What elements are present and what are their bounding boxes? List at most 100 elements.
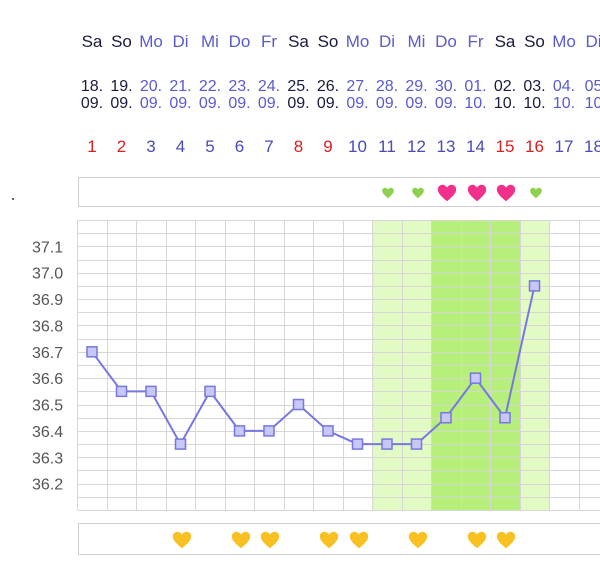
weekday-label: Di	[378, 32, 396, 51]
yellow-heart-icon	[171, 529, 193, 556]
cycle-day-label: 18	[584, 137, 600, 156]
weekday-label: Mo	[345, 32, 370, 51]
y-tick-label: 36.2	[32, 477, 63, 494]
edge-dot	[12, 198, 14, 200]
yellow-heart-icon	[407, 529, 429, 556]
date-month-label: 10.	[464, 95, 487, 112]
cervical-mucus-marker-strip	[78, 523, 600, 555]
yellow-heart-icon	[318, 529, 340, 556]
date-day-label: 26.	[316, 78, 340, 95]
y-tick-label: 37.1	[32, 239, 63, 256]
y-tick-label: 37.0	[32, 266, 63, 283]
weekday-label: Sa	[288, 32, 309, 51]
date-day-label: 29.	[405, 78, 428, 95]
weekday-label: Do	[435, 32, 457, 51]
temperature-point[interactable]	[115, 385, 128, 398]
temperature-point[interactable]	[381, 438, 393, 450]
y-tick-label: 36.4	[32, 424, 63, 441]
weekday-label: So	[317, 32, 339, 51]
date-day-label: 30.	[434, 78, 458, 95]
small-green-heart-icon	[411, 186, 425, 205]
date-month-label: 10.	[552, 95, 576, 112]
y-tick-label: 36.8	[32, 318, 63, 335]
y-tick-label: 36.5	[32, 398, 63, 415]
temperature-point[interactable]	[351, 438, 364, 450]
temperature-point[interactable]	[410, 438, 423, 450]
date-day-label: 04.	[552, 78, 576, 95]
temperature-point[interactable]	[145, 385, 157, 398]
date-month-label: 09.	[80, 95, 104, 112]
date-month-label: 10.	[493, 95, 517, 112]
cycle-day-label: 10	[348, 137, 367, 156]
small-green-heart-icon	[381, 186, 395, 205]
date-day-label: 02.	[493, 78, 517, 95]
cycle-day-label: 11	[378, 137, 396, 156]
temperature-point[interactable]	[86, 346, 98, 358]
cycle-day-label: 9	[323, 137, 333, 156]
cycle-day-label: 2	[116, 137, 127, 156]
temperature-point[interactable]	[469, 372, 482, 384]
date-month-label: 09.	[169, 95, 192, 112]
temperature-point[interactable]	[499, 411, 511, 424]
cycle-day-label: 15	[495, 137, 515, 156]
temperature-point[interactable]	[292, 398, 305, 411]
temperature-point[interactable]	[233, 425, 246, 437]
date-month-label: 10.	[523, 95, 546, 112]
temperature-point[interactable]	[440, 411, 452, 424]
weekday-label: Fr	[260, 32, 278, 51]
temperature-line	[91, 285, 536, 447]
weekday-label: Fr	[467, 32, 484, 51]
weekday-label: Sa	[81, 32, 103, 51]
date-month-label: 09.	[110, 95, 133, 112]
temperature-point[interactable]	[322, 425, 334, 437]
yellow-heart-icon	[466, 529, 488, 556]
cycle-day-label: 16	[525, 137, 544, 156]
temperature-point[interactable]	[263, 425, 275, 437]
intercourse-marker-strip	[78, 177, 600, 207]
date-day-label: 05	[584, 78, 600, 95]
date-month-label: 09.	[198, 95, 222, 112]
date-month-label: 09.	[405, 95, 428, 112]
weekday-label: Di	[172, 32, 189, 51]
date-day-label: 19.	[110, 78, 133, 95]
yellow-heart-icon	[259, 529, 281, 556]
date-month-label: 09.	[316, 95, 340, 112]
y-tick-label: 36.9	[32, 292, 63, 309]
weekday-label: Di	[585, 32, 600, 51]
temperature-point[interactable]	[174, 438, 187, 450]
yellow-heart-icon	[230, 529, 252, 556]
date-month-label: 09.	[375, 95, 399, 112]
date-month-label: 10	[584, 95, 600, 112]
temperature-point[interactable]	[204, 385, 216, 398]
cycle-day-label: 8	[293, 137, 304, 156]
date-day-label: 28.	[375, 78, 399, 95]
cycle-day-label: 7	[264, 137, 274, 156]
cycle-day-label: 17	[554, 137, 574, 156]
cycle-day-label: 3	[146, 137, 156, 156]
date-month-label: 09.	[257, 95, 281, 112]
cycle-day-label: 1	[87, 137, 97, 156]
date-day-label: 22.	[198, 78, 222, 95]
weekday-label: Mi	[201, 32, 219, 51]
cycle-day-label: 5	[205, 137, 215, 156]
date-month-label: 09.	[434, 95, 458, 112]
date-day-label: 01.	[464, 78, 487, 95]
cycle-day-label: 4	[175, 137, 186, 156]
weekday-label: Mo	[552, 32, 576, 51]
date-month-label: 09.	[287, 95, 310, 112]
weekday-label: So	[524, 32, 545, 51]
cycle-day-label: 14	[466, 137, 485, 156]
weekday-label: Mi	[407, 32, 426, 51]
date-month-label: 09.	[228, 95, 251, 112]
weekday-label: Sa	[494, 32, 516, 51]
date-day-label: 18.	[80, 78, 104, 95]
weekday-label: Mo	[139, 32, 163, 51]
yellow-heart-icon	[348, 529, 370, 556]
temperature-point[interactable]	[528, 280, 541, 292]
small-green-heart-icon	[529, 186, 543, 205]
y-tick-label: 36.6	[32, 371, 63, 388]
date-day-label: 03.	[523, 78, 546, 95]
date-month-label: 09.	[346, 95, 369, 112]
date-day-label: 27.	[346, 78, 369, 95]
